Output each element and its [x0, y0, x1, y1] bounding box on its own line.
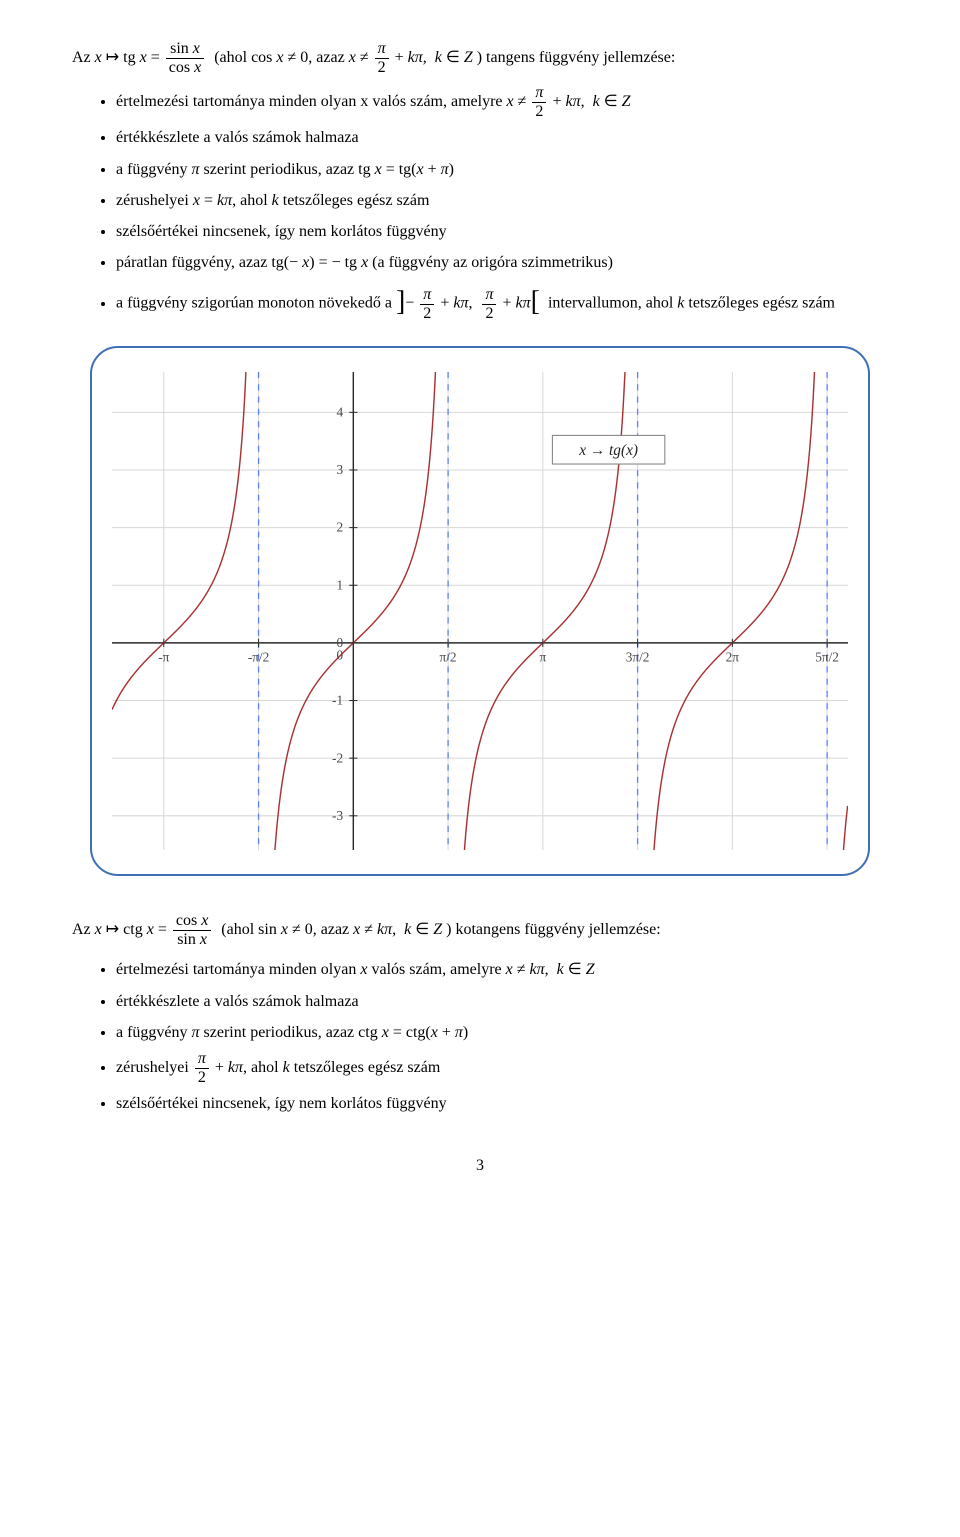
svg-text:π: π	[539, 649, 546, 664]
text: Az	[72, 49, 95, 66]
list-item: zérushelyei π2 + kπ, ahol k tetszőleges …	[116, 1050, 888, 1086]
text: értékkészlete a valós számok halmaza	[116, 993, 359, 1010]
list-item: szélsőértékei nincsenek, így nem korláto…	[116, 1090, 888, 1117]
svg-text:5π/2: 5π/2	[815, 649, 839, 664]
list-item: értelmezési tartománya minden olyan x va…	[116, 956, 888, 983]
svg-text:π/2: π/2	[440, 649, 457, 664]
list-item: a függvény π szerint periodikus, azaz tg…	[116, 156, 888, 183]
tangent-chart-panel: -3-2-101234-π-π/2π/2π3π/22π5π/20x → tg(x…	[90, 346, 870, 876]
svg-text:0: 0	[336, 647, 343, 662]
page-number-value: 3	[476, 1157, 484, 1174]
tangent-chart: -3-2-101234-π-π/2π/2π3π/22π5π/20x → tg(x…	[112, 372, 848, 850]
list-item: a függvény π szerint periodikus, azaz ct…	[116, 1019, 888, 1046]
svg-text:2: 2	[336, 520, 343, 535]
list-item: értelmezési tartománya minden olyan x va…	[116, 84, 888, 120]
svg-text:-π: -π	[158, 649, 169, 664]
text: szélsőértékei nincsenek, így nem korláto…	[116, 1095, 447, 1112]
cotangent-definition: Az x ↦ ctg x = cos x sin x (ahol sin x ≠…	[72, 912, 888, 948]
svg-text:-1: -1	[332, 693, 343, 708]
svg-text:4: 4	[336, 404, 343, 419]
svg-text:-3: -3	[332, 808, 343, 823]
text: értelmezési tartománya minden olyan x va…	[116, 93, 507, 110]
list-item: szélsőértékei nincsenek, így nem korláto…	[116, 218, 888, 245]
cotangent-properties-list: értelmezési tartománya minden olyan x va…	[72, 956, 888, 1117]
svg-text:2π: 2π	[726, 649, 740, 664]
svg-text:1: 1	[336, 577, 343, 592]
svg-text:3: 3	[336, 462, 343, 477]
svg-text:x → tg(x): x → tg(x)	[578, 442, 638, 459]
svg-text:-π/2: -π/2	[248, 649, 269, 664]
list-item: zérushelyei x = kπ, ahol k tetszőleges e…	[116, 187, 888, 214]
list-item: páratlan függvény, azaz tg(− x) = − tg x…	[116, 249, 888, 276]
text: értékkészlete a valós számok halmaza	[116, 129, 359, 146]
svg-text:3π/2: 3π/2	[626, 649, 650, 664]
text: Az	[72, 921, 95, 938]
text: szélsőértékei nincsenek, így nem korláto…	[116, 223, 447, 240]
list-item: értékkészlete a valós számok halmaza	[116, 988, 888, 1015]
page-number: 3	[72, 1157, 888, 1175]
list-item: értékkészlete a valós számok halmaza	[116, 124, 888, 151]
list-item: a függvény szigorúan monoton növekedő a …	[116, 280, 888, 328]
tangent-properties-list: értelmezési tartománya minden olyan x va…	[72, 84, 888, 328]
svg-text:-2: -2	[332, 750, 343, 765]
tangent-definition: Az x ↦ tg x = sin x cos x (ahol cos x ≠ …	[72, 40, 888, 76]
